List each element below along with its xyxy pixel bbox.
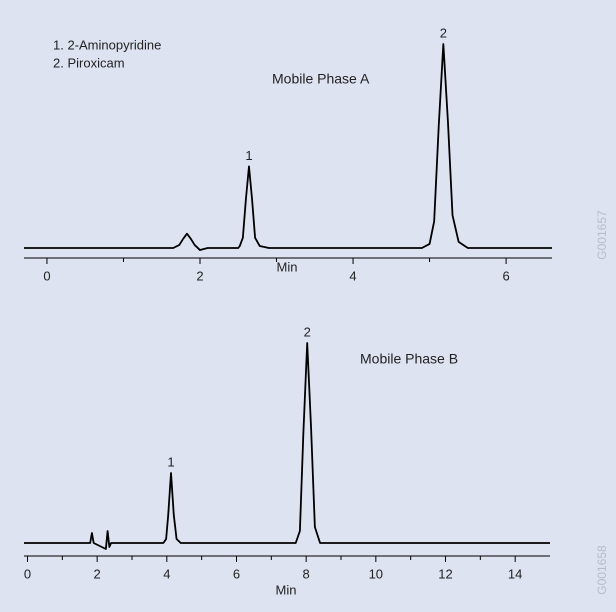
legend-entry: 2. Piroxicam xyxy=(53,55,125,70)
trace xyxy=(24,342,550,550)
peak-label: 1 xyxy=(167,454,174,469)
x-tick-label: 12 xyxy=(438,566,452,581)
x-tick-label: 4 xyxy=(163,566,170,581)
x-tick-label: 4 xyxy=(349,268,356,283)
x-tick-label: 2 xyxy=(94,566,101,581)
trace xyxy=(24,43,552,251)
x-axis-label: Min xyxy=(277,259,298,274)
peak-label: 2 xyxy=(304,324,311,339)
x-tick-label: 6 xyxy=(233,566,240,581)
figure-id: G001657 xyxy=(595,210,609,260)
x-tick-label: 0 xyxy=(24,566,31,581)
x-tick-label: 2 xyxy=(196,268,203,283)
x-tick-label: 14 xyxy=(508,566,522,581)
series-name: Mobile Phase A xyxy=(272,71,370,87)
x-tick-label: 0 xyxy=(43,268,50,283)
legend-entry: 1. 2-Aminopyridine xyxy=(53,37,161,52)
peak-label: 2 xyxy=(440,25,447,40)
x-axis-label: Min xyxy=(276,582,297,597)
x-tick-label: 8 xyxy=(303,566,310,581)
series-name: Mobile Phase B xyxy=(360,351,458,367)
x-tick-label: 6 xyxy=(502,268,509,283)
figure-id: G001658 xyxy=(595,545,609,595)
x-tick-label: 10 xyxy=(369,566,383,581)
peak-label: 1 xyxy=(245,148,252,163)
